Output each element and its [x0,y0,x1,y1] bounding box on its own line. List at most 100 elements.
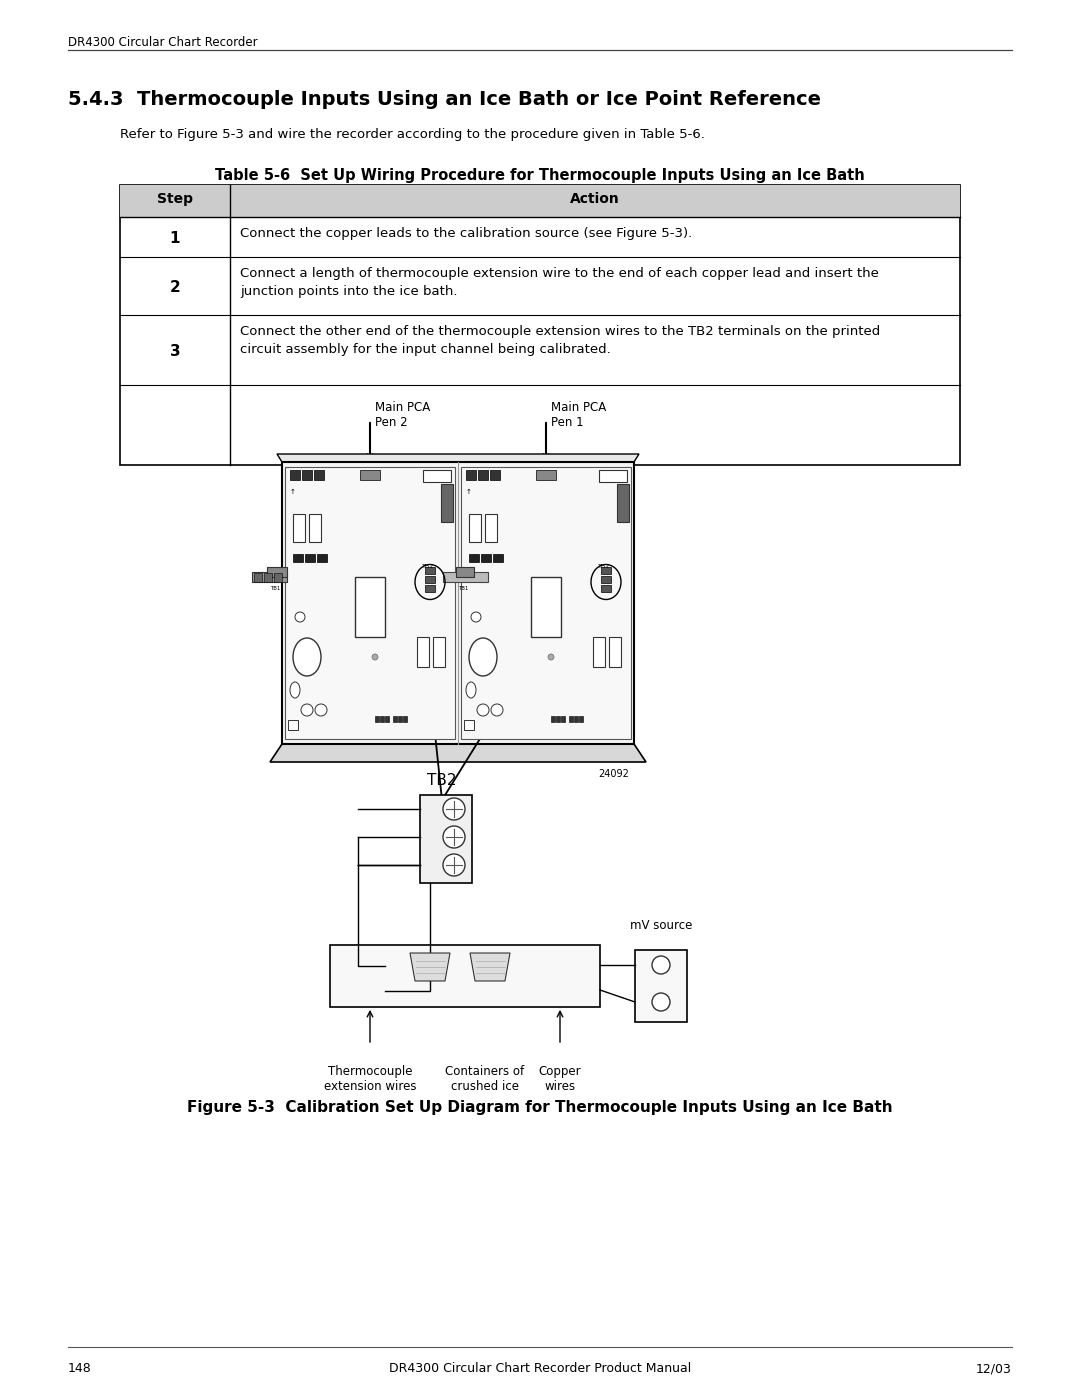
Bar [485,514,497,542]
Circle shape [443,826,465,848]
Text: TB1: TB1 [458,585,469,591]
Text: Connect a length of thermocouple extension wire to the end of each copper lead a: Connect a length of thermocouple extensi… [240,267,879,279]
Ellipse shape [291,682,300,698]
Bar [426,567,435,574]
Circle shape [652,993,670,1011]
Bar [569,717,573,722]
Text: 5.4.3  Thermocouple Inputs Using an Ice Bath or Ice Point Reference: 5.4.3 Thermocouple Inputs Using an Ice B… [68,89,821,109]
Bar [478,469,488,481]
Polygon shape [270,745,646,761]
Bar [492,555,503,562]
Ellipse shape [469,638,497,676]
Bar [314,469,324,481]
Text: DR4300 Circular Chart Recorder: DR4300 Circular Chart Recorder [68,36,258,49]
Polygon shape [470,953,510,981]
Text: 12/03: 12/03 [976,1362,1012,1375]
Bar [420,795,472,883]
Bar [254,573,262,583]
Text: TB1: TB1 [270,585,281,591]
Circle shape [443,854,465,876]
Text: +: + [643,992,653,1004]
Bar [556,717,561,722]
Bar [469,514,481,542]
Text: −: − [423,827,434,840]
Bar [551,717,555,722]
Text: +: + [423,799,434,812]
Bar [318,555,327,562]
Bar [464,719,474,731]
Bar [293,555,303,562]
Circle shape [443,798,465,820]
Bar [120,184,960,465]
Bar [531,577,561,637]
Text: circuit assembly for the input channel being calibrated.: circuit assembly for the input channel b… [240,344,611,356]
Polygon shape [276,454,639,462]
Text: Main PCA: Main PCA [551,401,606,414]
Bar [579,717,583,722]
Circle shape [471,612,481,622]
Bar [380,717,384,722]
Text: 148: 148 [68,1362,92,1375]
Bar [573,717,578,722]
Bar [264,573,272,583]
Text: −: − [643,954,653,968]
Text: Refer to Figure 5-3 and wire the recorder according to the procedure given in Ta: Refer to Figure 5-3 and wire the recorde… [120,129,705,141]
Bar [384,717,389,722]
Bar [443,571,488,583]
Bar [252,571,287,583]
Bar [288,719,298,731]
Bar [433,637,445,666]
Text: ↑: ↑ [291,489,296,495]
Bar [490,469,500,481]
Text: junction points into the ice bath.: junction points into the ice bath. [240,285,458,298]
Bar [417,637,429,666]
Bar [282,462,634,745]
Text: 1: 1 [170,231,180,246]
Text: R: R [423,855,433,868]
Circle shape [295,612,305,622]
Bar [120,184,960,217]
Text: Connect the copper leads to the calibration source (see Figure 5-3).: Connect the copper leads to the calibrat… [240,226,692,240]
Bar [375,717,379,722]
Bar [274,573,282,583]
Circle shape [477,704,489,717]
Bar [461,467,631,739]
Text: Table 5-6  Set Up Wiring Procedure for Thermocouple Inputs Using an Ice Bath: Table 5-6 Set Up Wiring Procedure for Th… [215,168,865,183]
Text: Pen 1: Pen 1 [551,416,583,429]
Bar [426,585,435,592]
Bar [593,637,605,666]
Text: 24092: 24092 [598,768,629,780]
Text: Thermocouple
extension wires: Thermocouple extension wires [324,1065,416,1092]
Bar [399,717,402,722]
Bar [456,567,474,577]
Text: DR4300 Circular Chart Recorder Product Manual: DR4300 Circular Chart Recorder Product M… [389,1362,691,1375]
Ellipse shape [293,638,321,676]
Bar [600,576,611,583]
Text: TB2: TB2 [428,773,457,788]
Bar [403,717,407,722]
Bar [481,555,491,562]
Bar [561,717,565,722]
Bar [293,514,305,542]
Text: Figure 5-3  Calibration Set Up Diagram for Thermocouple Inputs Using an Ice Bath: Figure 5-3 Calibration Set Up Diagram fo… [187,1099,893,1115]
Bar [330,944,600,1007]
Bar [393,717,397,722]
Bar [635,950,687,1023]
Bar [426,576,435,583]
Circle shape [372,654,378,659]
Bar [302,469,312,481]
Bar [355,577,384,637]
Circle shape [548,654,554,659]
Bar [267,567,287,577]
Text: ↑: ↑ [465,489,472,495]
Text: TB2: TB2 [422,564,434,569]
Bar [609,637,621,666]
Text: Action: Action [570,191,620,205]
Circle shape [491,704,503,717]
Bar [360,469,380,481]
Bar [291,469,300,481]
Bar [536,469,556,481]
Text: TB2: TB2 [598,564,610,569]
Text: Pen 2: Pen 2 [375,416,407,429]
Text: mV source: mV source [630,919,692,932]
